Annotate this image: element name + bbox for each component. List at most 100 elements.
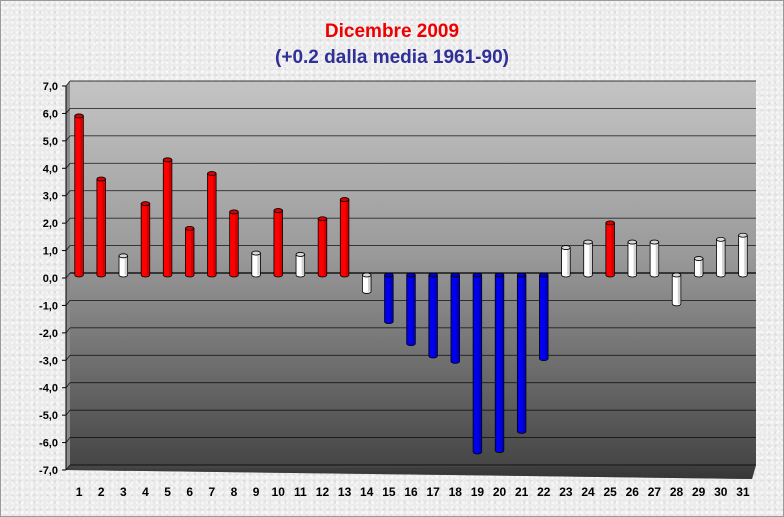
y-tick-label: -7,0 bbox=[39, 465, 58, 477]
bar-shade bbox=[478, 275, 482, 452]
x-tick-label: 24 bbox=[581, 485, 595, 499]
bar-shade bbox=[677, 275, 681, 304]
bar-cap bbox=[96, 176, 106, 182]
bar-day-22 bbox=[539, 272, 549, 362]
y-tick-label: 0,0 bbox=[43, 273, 58, 285]
y-tick-label: -3,0 bbox=[39, 355, 58, 367]
bar-shade bbox=[390, 275, 393, 322]
bar-cap bbox=[671, 272, 682, 278]
x-tick-label: 30 bbox=[714, 485, 728, 499]
x-tick-label: 13 bbox=[338, 485, 352, 499]
bar-cap bbox=[649, 239, 660, 245]
bar-day-13 bbox=[339, 197, 350, 278]
x-tick-label: 29 bbox=[692, 485, 706, 499]
bar-cap bbox=[118, 253, 129, 259]
bar-day-29 bbox=[693, 256, 704, 278]
bar-day-14 bbox=[362, 272, 372, 294]
bar-day-30 bbox=[716, 236, 726, 278]
x-tick-label: 27 bbox=[648, 485, 662, 499]
x-tick-label: 7 bbox=[208, 485, 215, 499]
bar-shade bbox=[124, 255, 128, 275]
bar-cap bbox=[140, 201, 151, 207]
bar-shade bbox=[545, 275, 548, 359]
bar-shade bbox=[345, 199, 349, 275]
gridline-side bbox=[65, 217, 71, 224]
x-tick-label: 28 bbox=[670, 485, 684, 499]
x-tick-label: 25 bbox=[603, 485, 617, 499]
x-tick-label: 2 bbox=[98, 485, 105, 499]
y-tick-label: 5,0 bbox=[43, 136, 58, 148]
gridline-side bbox=[65, 272, 71, 279]
gridline-side bbox=[65, 382, 71, 388]
bar-day-28 bbox=[671, 272, 682, 307]
bar-cap bbox=[693, 256, 704, 261]
bar-day-25 bbox=[605, 220, 615, 278]
bar-shade bbox=[301, 254, 305, 275]
bar-cap bbox=[428, 272, 438, 278]
bar-day-19 bbox=[472, 272, 483, 455]
x-tick-label: 5 bbox=[164, 485, 171, 499]
x-tick-label: 21 bbox=[515, 485, 529, 499]
bar-shade bbox=[655, 242, 659, 275]
bar-cap bbox=[627, 239, 637, 245]
x-tick-label: 14 bbox=[360, 485, 374, 499]
gridline-side bbox=[65, 190, 71, 196]
y-tick-label: 2,0 bbox=[43, 218, 58, 230]
bar-shade bbox=[323, 218, 327, 275]
bar-cap bbox=[494, 272, 505, 278]
bar-day-10 bbox=[273, 208, 283, 278]
bar-cap bbox=[74, 113, 84, 119]
bar-shade bbox=[191, 228, 194, 275]
y-tick-label: -2,0 bbox=[39, 328, 58, 340]
bar-cap bbox=[716, 236, 726, 242]
bar-cap bbox=[450, 272, 460, 278]
bar-shade bbox=[522, 275, 526, 432]
x-tick-label: 8 bbox=[231, 485, 238, 499]
gridline-side bbox=[65, 163, 71, 169]
y-tick-label: 6,0 bbox=[43, 108, 58, 120]
bar-cap bbox=[384, 272, 394, 278]
bar-cap bbox=[339, 197, 350, 202]
bar-shade bbox=[744, 235, 747, 275]
bar-shade bbox=[279, 210, 282, 275]
bar-cap bbox=[583, 239, 593, 245]
bar-cap bbox=[185, 225, 195, 231]
bar-shade bbox=[589, 242, 592, 275]
bar-day-3 bbox=[118, 253, 129, 278]
bar-shade bbox=[235, 211, 238, 275]
y-tick-label: -1,0 bbox=[39, 300, 58, 312]
x-tick-label: 1 bbox=[76, 485, 83, 499]
bar-day-18 bbox=[450, 272, 460, 364]
bar-shade bbox=[456, 275, 459, 362]
x-tick-label: 23 bbox=[559, 485, 573, 499]
x-tick-label: 26 bbox=[626, 485, 640, 499]
bar-cap bbox=[406, 272, 416, 278]
bar-shade bbox=[699, 258, 703, 275]
x-tick-label: 18 bbox=[449, 485, 463, 499]
bar-day-2 bbox=[96, 176, 106, 278]
bar-shade bbox=[611, 222, 614, 275]
chart-subtitle: (+0.2 dalla media 1961-90) bbox=[275, 47, 509, 68]
y-tick-label: -4,0 bbox=[39, 383, 58, 395]
bar-cap bbox=[605, 220, 615, 226]
x-tick-label: 19 bbox=[471, 485, 485, 499]
bar-day-12 bbox=[317, 216, 328, 278]
bar-day-4 bbox=[140, 201, 151, 278]
bar-cap bbox=[516, 272, 527, 278]
bar-day-15 bbox=[384, 272, 394, 325]
bar-shade bbox=[213, 173, 216, 275]
x-tick-label: 10 bbox=[272, 485, 286, 499]
bar-shade bbox=[412, 275, 415, 344]
bar-day-21 bbox=[516, 272, 527, 434]
bar-shade bbox=[80, 115, 83, 276]
x-tick-label: 4 bbox=[142, 485, 149, 499]
bar-shade bbox=[434, 275, 437, 356]
bar-shade bbox=[567, 247, 570, 275]
y-tick-label: -5,0 bbox=[39, 410, 58, 422]
bar-shade bbox=[500, 275, 504, 451]
bar-shade bbox=[633, 242, 636, 275]
bar-cap bbox=[738, 232, 748, 238]
bar-cap bbox=[539, 272, 549, 278]
bar-day-7 bbox=[207, 171, 217, 278]
bar-shade bbox=[722, 239, 725, 275]
